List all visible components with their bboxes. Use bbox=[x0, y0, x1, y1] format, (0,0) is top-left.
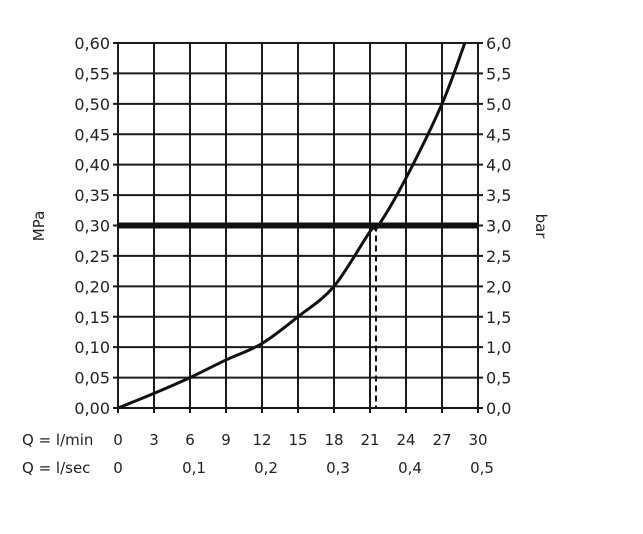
y2-tick-label: 0,0 bbox=[486, 399, 511, 418]
y2-tick-label: 3,0 bbox=[486, 217, 511, 236]
y-tick-label: 0,30 bbox=[74, 217, 110, 236]
y-tick-label: 0,00 bbox=[74, 399, 110, 418]
x-tick-label: 24 bbox=[396, 431, 415, 449]
y2-tick-label: 5,0 bbox=[486, 95, 511, 114]
x-tick-label: 0 bbox=[113, 431, 123, 449]
x-tick-label: 12 bbox=[252, 431, 271, 449]
y-tick-label: 0,40 bbox=[74, 156, 110, 175]
y-tick-label: 0,20 bbox=[74, 277, 110, 296]
y-tick-label: 0,10 bbox=[74, 338, 110, 357]
y-tick-label: 0,55 bbox=[74, 64, 110, 83]
y-axis-label-right: bar bbox=[532, 214, 550, 240]
y-tick-label: 0,50 bbox=[74, 95, 110, 114]
x-tick-label: 6 bbox=[185, 431, 195, 449]
y2-tick-label: 3,5 bbox=[486, 186, 511, 205]
y2-tick-label: 1,5 bbox=[486, 308, 511, 327]
x2-tick-label: 0,1 bbox=[182, 459, 206, 477]
y2-tick-label: 2,0 bbox=[486, 277, 511, 296]
y2-tick-label: 1,0 bbox=[486, 338, 511, 357]
x-tick-label: 3 bbox=[149, 431, 159, 449]
x-tick-label: 30 bbox=[468, 431, 487, 449]
y2-tick-label: 6,0 bbox=[486, 34, 511, 53]
y-axis-label-left: MPa bbox=[30, 211, 48, 242]
x2-tick-label: 0,2 bbox=[254, 459, 278, 477]
x2-tick-label: 0 bbox=[113, 459, 123, 477]
x-tick-label: 27 bbox=[432, 431, 451, 449]
y2-tick-label: 0,5 bbox=[486, 369, 511, 388]
y-tick-label: 0,15 bbox=[74, 308, 110, 327]
x-axis-label-lsec: Q = l/sec bbox=[22, 459, 90, 477]
x2-tick-label: 0,4 bbox=[398, 459, 422, 477]
series-line bbox=[117, 42, 467, 410]
y2-tick-label: 5,5 bbox=[486, 64, 511, 83]
y-tick-label: 0,05 bbox=[74, 369, 110, 388]
x-axis-label-lmin: Q = l/min bbox=[22, 431, 93, 449]
y-tick-label: 0,45 bbox=[74, 125, 110, 144]
x2-tick-label: 0,5 bbox=[470, 459, 494, 477]
tick-labels: 0 3 6 9 12 15 18 21 24 27 30 0 0,1 0,2 0,3 0,4 0,5 0,00 0,… bbox=[74, 34, 511, 477]
marks bbox=[117, 42, 478, 410]
x2-tick-label: 0,3 bbox=[326, 459, 350, 477]
x-tick-label: 21 bbox=[360, 431, 379, 449]
y2-tick-label: 4,5 bbox=[486, 125, 511, 144]
x-tick-label: 15 bbox=[288, 431, 307, 449]
x-tick-label: 9 bbox=[221, 431, 231, 449]
x-tick-label: 18 bbox=[324, 431, 343, 449]
y-tick-label: 0,35 bbox=[74, 186, 110, 205]
y2-tick-label: 4,0 bbox=[486, 156, 511, 175]
y-tick-label: 0,60 bbox=[74, 34, 110, 53]
y-tick-label: 0,25 bbox=[74, 247, 110, 266]
y2-tick-label: 2,5 bbox=[486, 247, 511, 266]
